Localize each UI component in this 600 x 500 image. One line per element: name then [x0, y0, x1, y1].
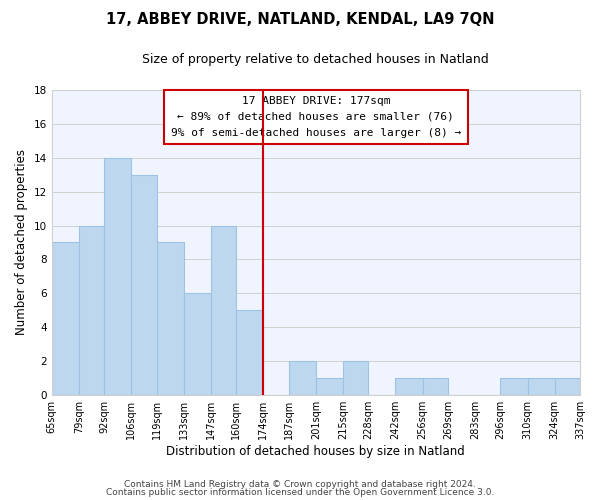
Bar [343, 361, 368, 394]
Bar [500, 378, 527, 394]
Bar [211, 226, 236, 394]
Bar [157, 242, 184, 394]
Bar [236, 310, 263, 394]
Bar [79, 226, 104, 394]
Bar [184, 293, 211, 394]
Bar [131, 175, 157, 394]
Title: Size of property relative to detached houses in Natland: Size of property relative to detached ho… [142, 52, 489, 66]
Bar [289, 361, 316, 394]
Bar [395, 378, 422, 394]
Bar [52, 242, 79, 394]
Bar [104, 158, 131, 394]
Y-axis label: Number of detached properties: Number of detached properties [15, 150, 28, 336]
Bar [555, 378, 580, 394]
Text: Contains HM Land Registry data © Crown copyright and database right 2024.: Contains HM Land Registry data © Crown c… [124, 480, 476, 489]
Bar [527, 378, 555, 394]
Text: 17 ABBEY DRIVE: 177sqm
← 89% of detached houses are smaller (76)
9% of semi-deta: 17 ABBEY DRIVE: 177sqm ← 89% of detached… [171, 96, 461, 138]
Bar [316, 378, 343, 394]
X-axis label: Distribution of detached houses by size in Natland: Distribution of detached houses by size … [166, 444, 465, 458]
Text: 17, ABBEY DRIVE, NATLAND, KENDAL, LA9 7QN: 17, ABBEY DRIVE, NATLAND, KENDAL, LA9 7Q… [106, 12, 494, 28]
Bar [422, 378, 448, 394]
Text: Contains public sector information licensed under the Open Government Licence 3.: Contains public sector information licen… [106, 488, 494, 497]
